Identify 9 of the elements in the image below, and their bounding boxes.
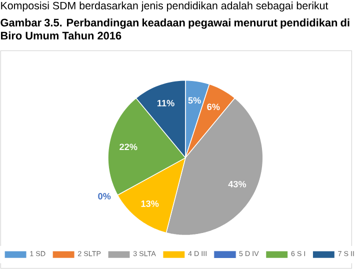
data-label: 43%	[228, 180, 246, 188]
data-label: 13%	[141, 200, 159, 207]
data-label: 11%	[157, 100, 174, 106]
data-label: 22%	[120, 144, 138, 150]
text: 0%	[98, 192, 111, 200]
data-label: 6%	[207, 104, 220, 110]
text: Komposisi SDM berdasarkan jenis pendidikan adalah sebagai berikut	[1, 1, 328, 12]
data-label: 5%	[188, 97, 201, 104]
chart-title: Gambar 3.5. Perbandingan keadaan pegawai menurut pendidikan di Biro Umum Tahun 2016	[0, 18, 350, 40]
